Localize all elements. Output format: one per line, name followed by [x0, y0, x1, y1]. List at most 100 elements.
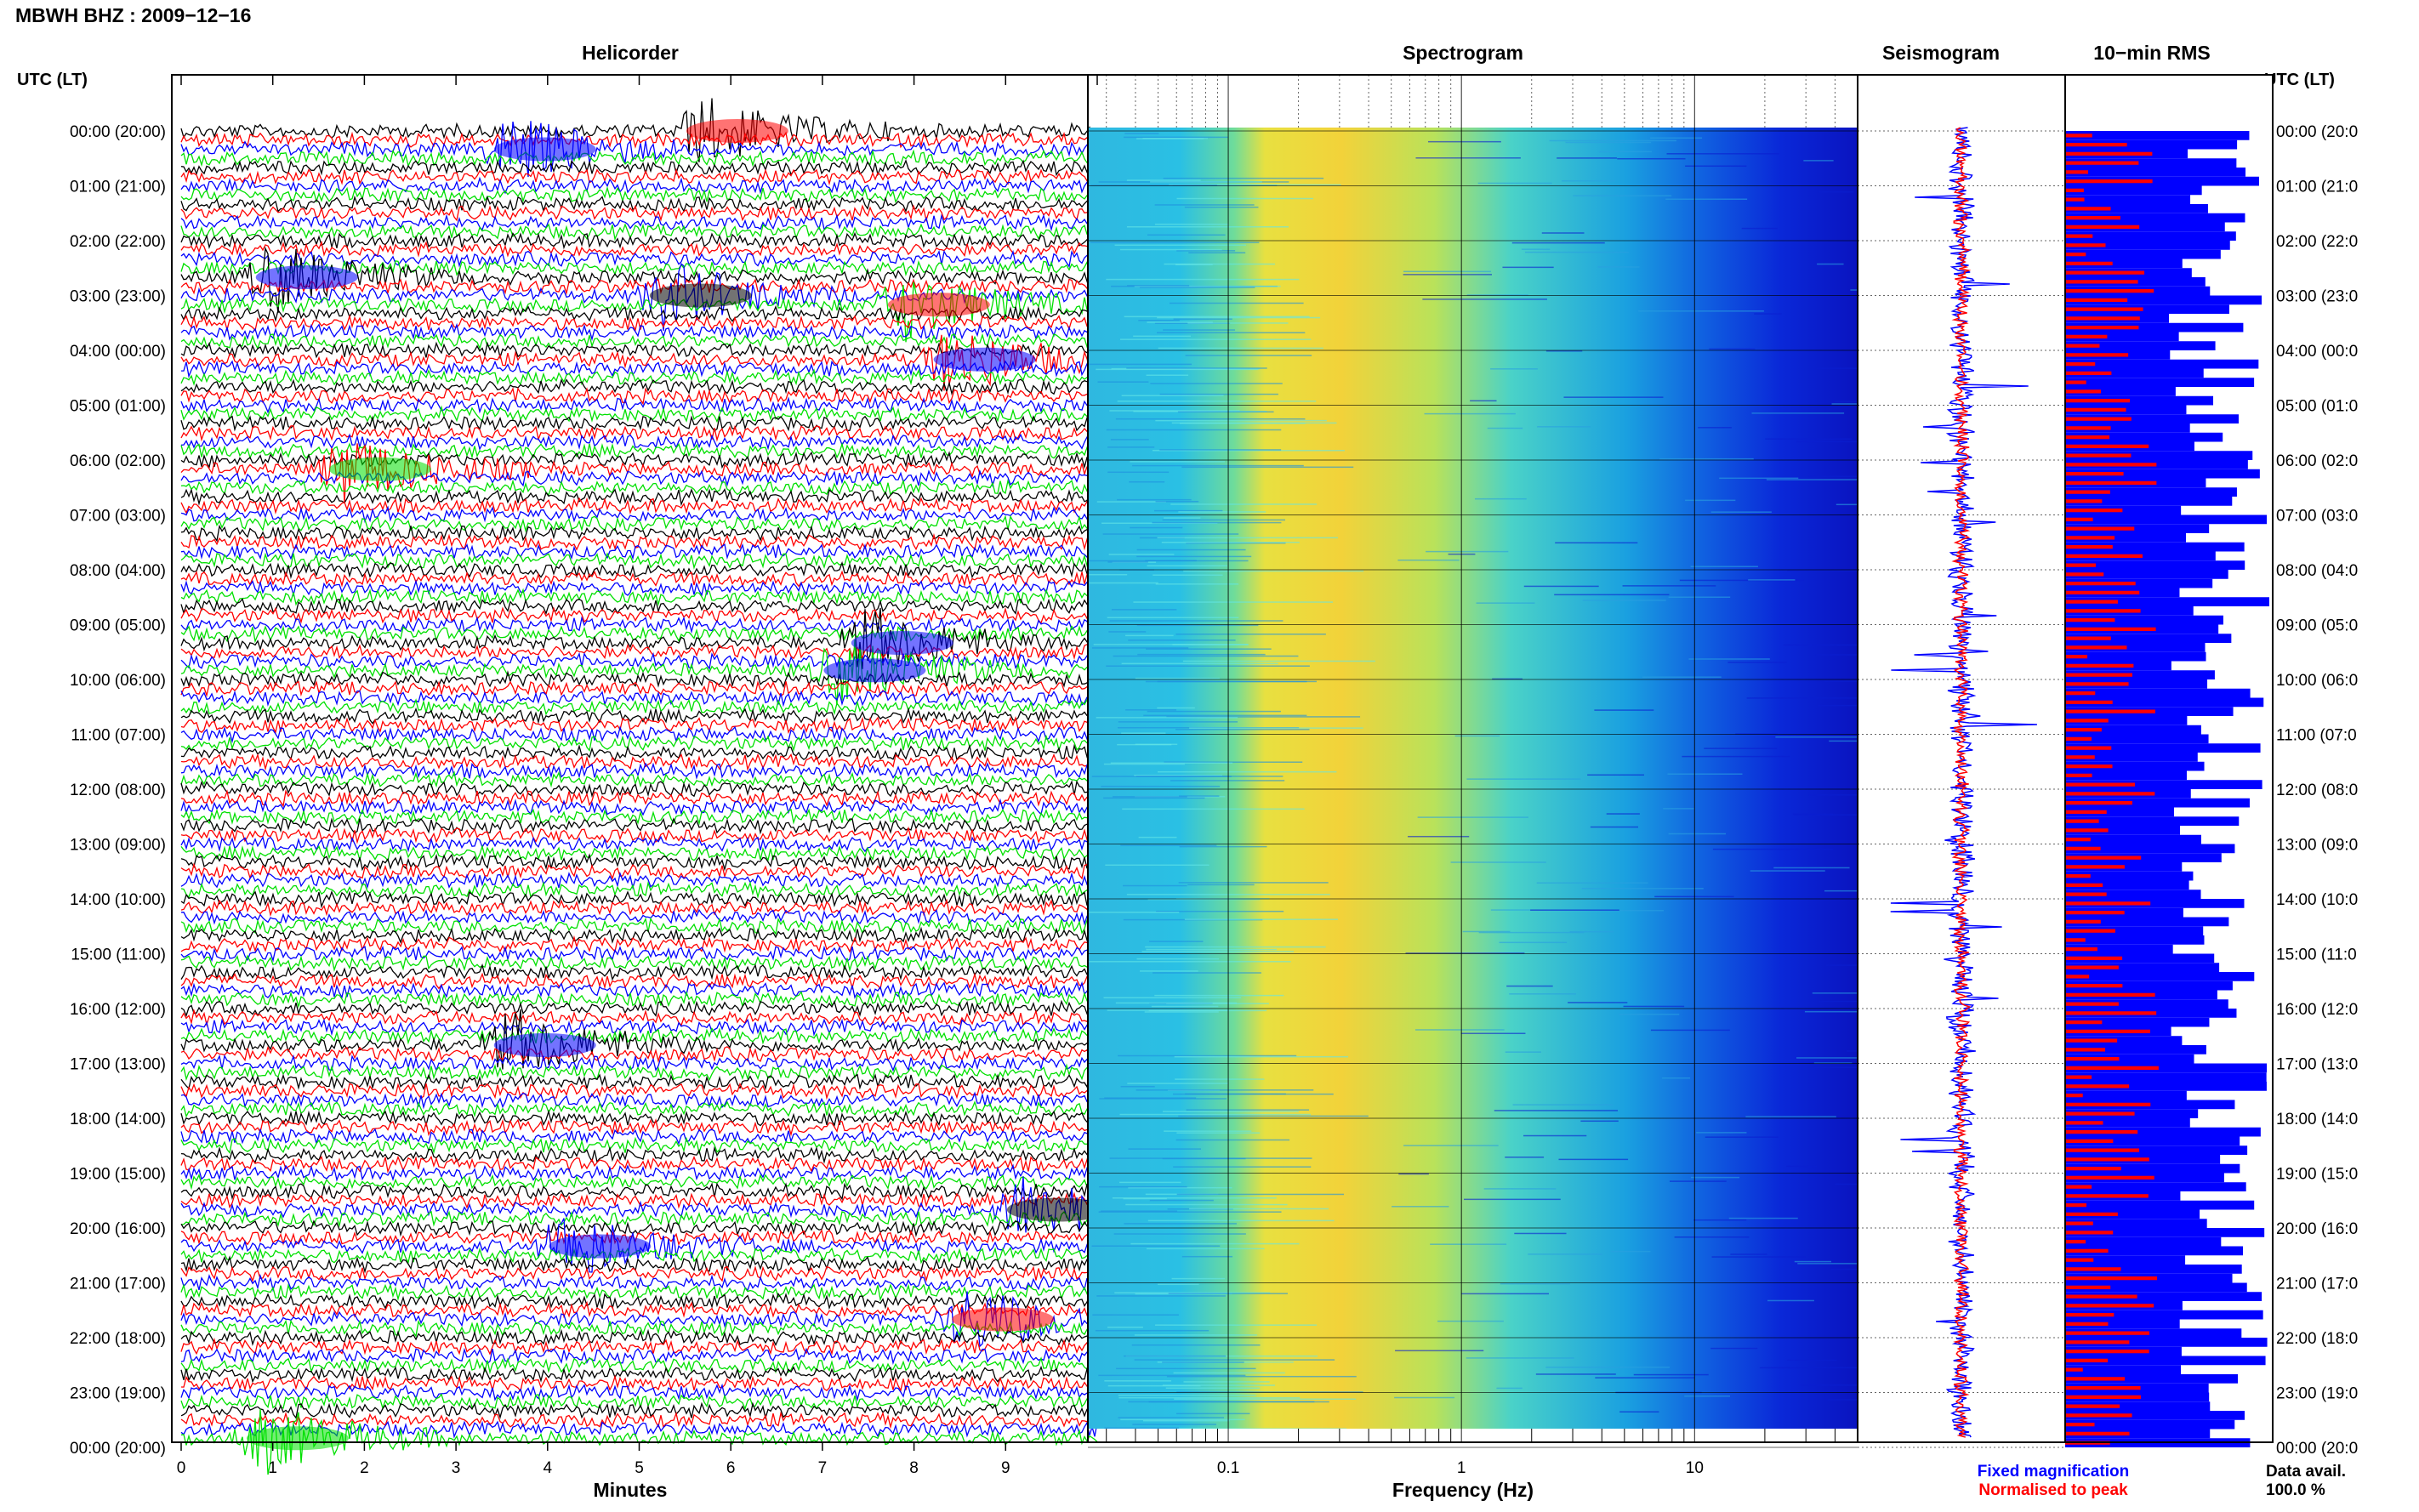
- helicorder-trace: [180, 643, 1098, 661]
- rms-normalised-bar: [2065, 946, 2097, 952]
- rms-normalised-bar: [2065, 371, 2112, 376]
- helicorder-trace: [180, 185, 1098, 204]
- rms-normalised-bar: [2065, 1029, 2150, 1034]
- rms-fixed-bar: [2065, 634, 2232, 643]
- rms-normalised-bar: [2065, 581, 2136, 586]
- rms-normalised-bar: [2065, 1239, 2086, 1244]
- rms-normalised-bar: [2065, 1185, 2092, 1189]
- helicorder-trace: [180, 1300, 1098, 1319]
- rms-fixed-bar: [2065, 615, 2223, 625]
- time-label-left: 17:00 (13:00): [70, 1056, 166, 1074]
- rms-normalised-bar: [2065, 855, 2142, 860]
- rms-fixed-bar: [2065, 1374, 2238, 1384]
- helicorder-trace: [180, 853, 1098, 872]
- helicorder-trace: [180, 488, 1098, 507]
- rms-normalised-bar: [2065, 1231, 2114, 1235]
- time-label-left: 09:00 (05:00): [70, 617, 166, 635]
- rms-normalised-bar: [2065, 1413, 2132, 1418]
- time-label-right: 16:00 (12:0: [2276, 1001, 2358, 1019]
- rms-fixed-bar: [2065, 1017, 2210, 1027]
- rms-normalised-bar: [2065, 389, 2102, 394]
- helicorder-event: [255, 265, 358, 289]
- rms-normalised-bar: [2065, 1048, 2106, 1052]
- legend-normalised-to-peak: Normalised to peak: [1978, 1481, 2128, 1499]
- rms-fixed-bar: [2065, 139, 2238, 150]
- rms-normalised-bar: [2065, 645, 2127, 650]
- rms-fixed-bar: [2065, 514, 2268, 525]
- rms-fixed-bar: [2065, 972, 2255, 981]
- helicorder-trace: [180, 1291, 1098, 1348]
- rms-normalised-bar: [2065, 188, 2084, 193]
- rms-fixed-bar: [2065, 378, 2255, 387]
- rms-normalised-bar: [2065, 938, 2086, 942]
- time-label-right: 20:00 (16:0: [2276, 1220, 2358, 1238]
- rms-fixed-bar: [2065, 981, 2233, 991]
- rms-normalised-bar: [2065, 1358, 2109, 1363]
- utc-header-right: UTC (LT): [2264, 71, 2335, 89]
- helicorder-trace: [180, 690, 1098, 708]
- helicorder-trace: [180, 770, 1098, 788]
- helicorder-trace: [180, 1182, 1098, 1201]
- rms-normalised-bar: [2065, 819, 2099, 823]
- rms-normalised-bar: [2065, 600, 2118, 604]
- rms-normalised-bar: [2065, 407, 2126, 412]
- helicorder-trace: [180, 1411, 1098, 1430]
- rms-fixed-bar: [2065, 697, 2264, 708]
- helicorder-trace: [180, 415, 1098, 432]
- rms-normalised-bar: [2065, 453, 2132, 458]
- rms-fixed-bar: [2065, 725, 2201, 735]
- rms-normalised-bar: [2065, 1194, 2149, 1198]
- time-label-right: 18:00 (14:0: [2276, 1111, 2358, 1128]
- rms-fixed-bar: [2065, 1163, 2240, 1174]
- helicorder-trace: [180, 1176, 1098, 1233]
- helicorder-trace: [180, 954, 1098, 973]
- rms-fixed-bar: [2065, 1265, 2242, 1274]
- rms-fixed-bar: [2065, 935, 2205, 945]
- rms-normalised-bar: [2065, 837, 2091, 842]
- rms-fixed-bar: [2065, 1090, 2187, 1100]
- rms-normalised-bar: [2065, 682, 2129, 686]
- rms-fixed-bar: [2065, 1036, 2183, 1045]
- helicorder-trace: [180, 441, 1098, 460]
- rms-fixed-bar: [2065, 871, 2194, 881]
- helicorder-event: [933, 347, 1036, 372]
- rms-fixed-bar: [2065, 432, 2223, 442]
- rms-normalised-bar: [2065, 1312, 2114, 1317]
- rms-normalised-bar: [2065, 225, 2140, 230]
- rms-fixed-bar: [2065, 999, 2228, 1009]
- rms-fixed-bar: [2065, 497, 2233, 506]
- rms-normalised-bar: [2065, 554, 2143, 559]
- rms-normalised-bar: [2065, 910, 2125, 915]
- rms-fixed-bar: [2065, 222, 2225, 232]
- rms-fixed-bar: [2065, 679, 2208, 689]
- helicorder-trace: [180, 651, 1098, 670]
- helicorder-trace: [180, 926, 1098, 944]
- helicorder-trace: [180, 1210, 1098, 1228]
- helicorder-trace: [180, 149, 1098, 168]
- helicorder-trace: [180, 159, 1098, 177]
- helicorder-trace: [180, 378, 1098, 396]
- helicorder-trace: [180, 835, 1098, 853]
- rms-normalised-bar: [2065, 1212, 2118, 1217]
- rms-normalised-bar: [2065, 1084, 2130, 1089]
- rms-normalised-bar: [2065, 508, 2123, 513]
- rms-normalised-bar: [2065, 179, 2153, 184]
- rms-normalised-bar: [2065, 764, 2113, 769]
- rms-normalised-bar: [2065, 353, 2129, 357]
- rms-normalised-bar: [2065, 590, 2140, 595]
- helicorder-trace: [180, 1118, 1098, 1137]
- rms-normalised-bar: [2065, 929, 2115, 933]
- helicorder-trace: [180, 898, 1098, 918]
- rms-normalised-bar: [2065, 1002, 2119, 1006]
- rms-normalised-bar: [2065, 1248, 2109, 1253]
- rms-normalised-bar: [2065, 1139, 2114, 1144]
- rms-normalised-bar: [2065, 1285, 2111, 1290]
- rms-normalised-bar: [2065, 325, 2139, 330]
- helicorder-trace: [180, 1319, 1098, 1338]
- rms-normalised-bar: [2065, 1056, 2120, 1061]
- rms-normalised-bar: [2065, 828, 2109, 833]
- minutes-tick-label: 0: [177, 1459, 186, 1477]
- helicorder-trace: [180, 240, 1098, 259]
- rms-normalised-bar: [2065, 691, 2096, 696]
- time-label-right: 14:00 (10:0: [2276, 891, 2358, 909]
